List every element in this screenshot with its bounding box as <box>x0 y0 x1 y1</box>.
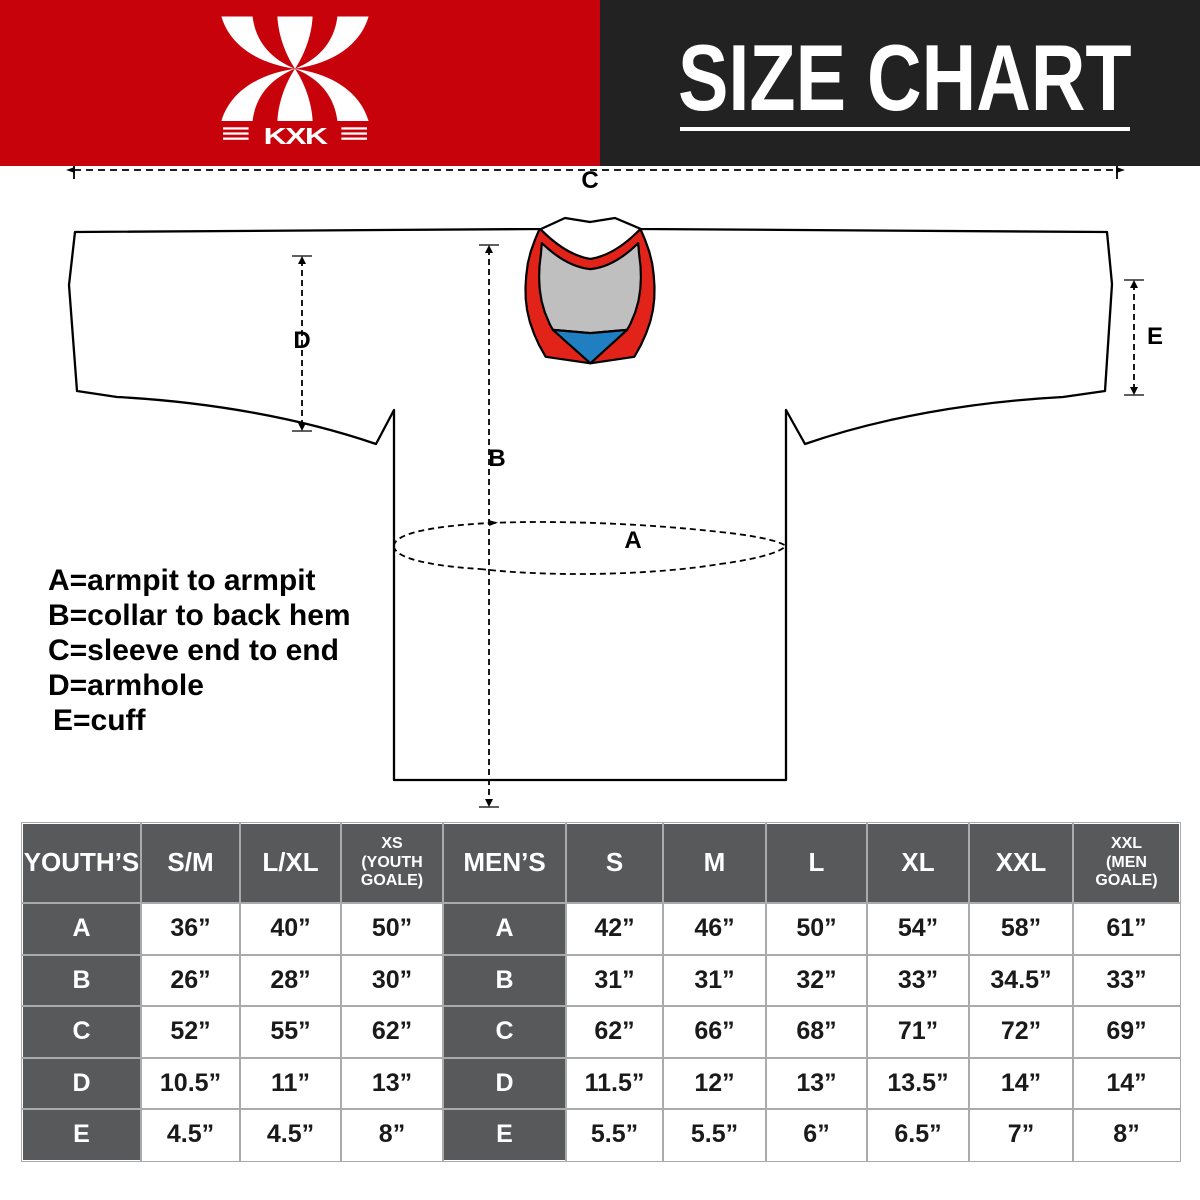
svg-text:E: E <box>1147 323 1163 350</box>
svg-text:C=sleeve end to end: C=sleeve end to end <box>48 634 339 667</box>
svg-text:D: D <box>293 327 310 354</box>
svg-text:B: B <box>488 445 505 472</box>
svg-text:B=collar to back hem: B=collar to back hem <box>48 599 351 632</box>
svg-text:E=cuff: E=cuff <box>53 704 147 737</box>
svg-text:D=armhole: D=armhole <box>48 669 204 702</box>
svg-text:A=armpit to armpit: A=armpit to armpit <box>48 564 316 597</box>
svg-text:C: C <box>581 167 598 194</box>
svg-text:A: A <box>624 527 641 554</box>
svg-text:KXK: KXK <box>264 123 328 148</box>
